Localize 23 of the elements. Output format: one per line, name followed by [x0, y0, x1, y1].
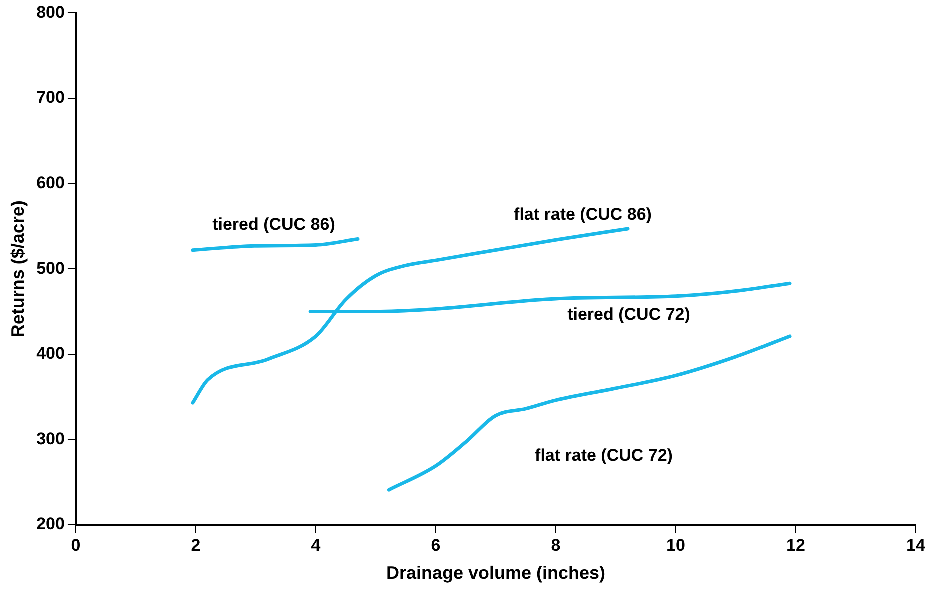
y-tick-label: 500 — [36, 258, 65, 278]
x-axis-title: Drainage volume (inches) — [386, 563, 606, 584]
series-label: tiered (CUC 72) — [568, 305, 690, 324]
line-series — [191, 237, 360, 252]
y-tick-label: 300 — [36, 429, 65, 448]
y-tick-label: 200 — [36, 514, 65, 534]
y-tick-label: 600 — [36, 173, 65, 192]
y-tick-label: 800 — [36, 2, 65, 22]
x-tick-label: 8 — [551, 536, 561, 555]
y-tick-label: 400 — [36, 344, 65, 364]
line-series — [387, 334, 792, 492]
x-tick-label: 12 — [786, 536, 806, 555]
x-tick-label: 10 — [666, 536, 686, 555]
x-tick-label: 4 — [311, 536, 322, 555]
x-tick-label: 2 — [191, 536, 201, 555]
x-tick-label: 6 — [431, 536, 441, 555]
x-tick-label: 14 — [906, 536, 926, 555]
series-label: flat rate (CUC 86) — [514, 204, 652, 224]
text: flat rate (CUC 72) — [535, 446, 673, 466]
y-tick-label: 700 — [36, 88, 65, 108]
y-axis-title: Returns ($/acre) — [8, 200, 28, 338]
x-tick-label: 0 — [71, 536, 81, 555]
series-label: tiered (CUC 86) — [212, 214, 336, 234]
